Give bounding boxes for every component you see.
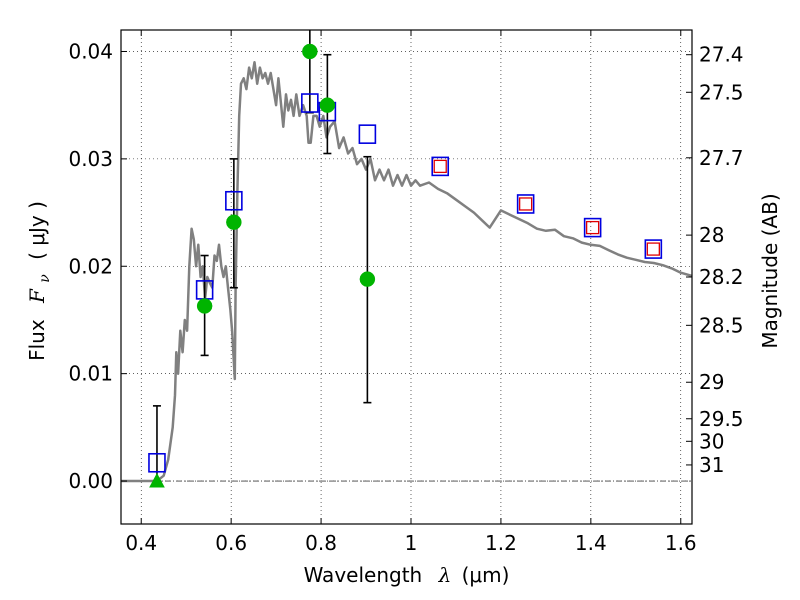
model-photometry-inner-square xyxy=(433,159,447,174)
model-photometry-inner-square xyxy=(585,220,600,235)
y-tick-label: 0.02 xyxy=(68,254,113,278)
observed-flux-point xyxy=(196,298,213,314)
observed-flux-point xyxy=(359,271,376,287)
x-tick-label: 0.6 xyxy=(215,531,247,555)
y2-tick-label: 29.5 xyxy=(699,407,744,431)
y-tick-label: 0.04 xyxy=(68,39,113,63)
y-axis-label-unit: ( μJy ) xyxy=(25,201,49,260)
plot-area xyxy=(121,30,692,488)
model-photometry-square xyxy=(148,452,166,473)
model-photometry-square xyxy=(431,156,450,177)
model-photometry-square xyxy=(358,124,377,144)
model-photometry-inner-square xyxy=(646,242,660,256)
observed-flux-point xyxy=(319,97,336,113)
y-axis-label-symbol: F xyxy=(25,288,49,304)
y2-tick-label: 27.7 xyxy=(699,146,744,170)
x-axis-label: Wavelength λ (μm) xyxy=(304,563,510,587)
y-axis-label-text: Flux xyxy=(25,319,49,361)
y-axis-label-subscript: ν xyxy=(37,274,53,283)
y-tick-label: 0.01 xyxy=(68,362,113,386)
x-tick-label: 0.8 xyxy=(305,531,337,555)
y2-tick-label: 29 xyxy=(699,370,724,394)
upper-limit-triangle xyxy=(149,472,165,488)
y2-tick-label: 30 xyxy=(699,429,724,453)
y2-tick-label: 27.4 xyxy=(699,43,744,67)
y-axis-label: Flux F ν ( μJy ) xyxy=(25,201,54,361)
model-photometry-square xyxy=(583,217,602,238)
y-tick-label: 0.00 xyxy=(68,469,113,493)
y-tick-label: 0.03 xyxy=(68,147,113,171)
y2-tick-label: 31 xyxy=(699,453,724,477)
model-photometry-square xyxy=(516,194,535,214)
x-axis-label-unit: (μm) xyxy=(462,563,510,587)
model-photometry-inner-square xyxy=(518,197,533,211)
observed-flux-point xyxy=(226,214,242,230)
y2-tick-label: 28.5 xyxy=(699,313,744,337)
model-photometry-square xyxy=(301,93,319,113)
axes: 0.4 0.6 0.8 1 1.2 1.4 1.6 0.00 0.01 0.02 0.03 0.04 2… xyxy=(68,30,744,555)
x-axis-label-symbol: λ xyxy=(438,563,452,587)
model-sed-line xyxy=(121,60,692,483)
y2-tick-label: 28.2 xyxy=(699,265,744,289)
x-tick-label: 1.2 xyxy=(485,531,517,555)
x-tick-label: 0.4 xyxy=(125,531,157,555)
x-tick-label: 1.4 xyxy=(575,531,607,555)
y2-tick-label: 28 xyxy=(699,223,724,247)
x-axis-label-text: Wavelength xyxy=(304,563,423,587)
y2-axis-label: Magnitude (AB) xyxy=(758,193,782,348)
observed-flux-point xyxy=(302,43,318,60)
x-tick-label: 1 xyxy=(405,531,418,555)
y2-tick-label: 27.5 xyxy=(699,80,744,104)
x-tick-label: 1.6 xyxy=(665,531,697,555)
model-photometry-square xyxy=(644,239,663,259)
model-photometry-square xyxy=(225,190,243,211)
